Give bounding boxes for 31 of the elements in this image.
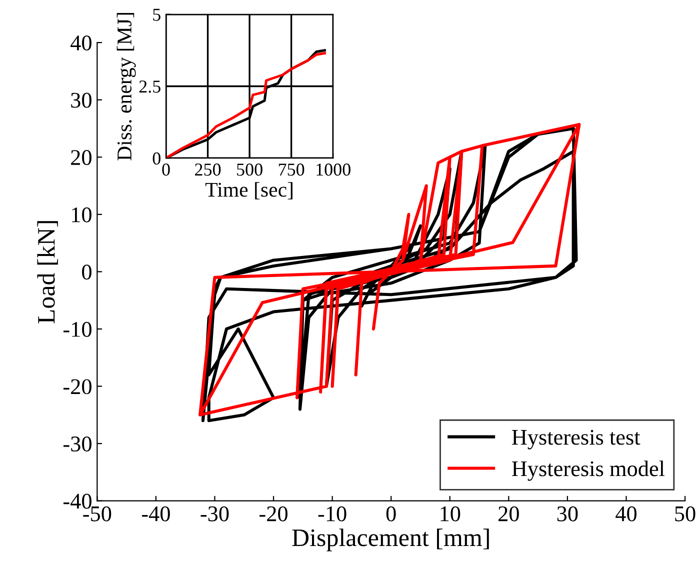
x-tick-label: 0 xyxy=(162,164,170,176)
y-axis-title: Load [kN] xyxy=(37,221,58,324)
x-tick-label: 40 xyxy=(616,506,636,522)
x-tick-label: 30 xyxy=(557,506,578,522)
x-tick-label: 1000 xyxy=(316,164,350,176)
x-tick-label: 20 xyxy=(498,506,519,522)
y-tick-label: -20 xyxy=(64,379,92,394)
y-tick-label: -10 xyxy=(64,322,92,337)
legend-label: Hysteresis test xyxy=(512,430,640,450)
y-tick-label: 0 xyxy=(82,264,92,280)
x-tick-label: 750 xyxy=(278,164,304,176)
y-axis-title: Diss. energy [MJ] xyxy=(116,13,136,160)
y-tick-label: 5 xyxy=(153,8,160,21)
x-tick-label: 0 xyxy=(386,506,396,522)
x-tick-label: 50 xyxy=(675,506,696,522)
y-tick-label: 0 xyxy=(152,152,160,165)
y-tick-label: 10 xyxy=(72,207,92,222)
x-tick-label: -20 xyxy=(260,506,288,522)
x-axis-title: Time [sec] xyxy=(205,182,292,200)
legend-label: Hysteresis model xyxy=(512,460,665,481)
x-tick-label: -30 xyxy=(200,506,229,522)
x-tick-label: 250 xyxy=(195,164,221,176)
y-tick-label: 30 xyxy=(71,92,92,108)
y-tick-label: -30 xyxy=(64,436,92,452)
y-tick-label: 20 xyxy=(71,150,92,166)
x-tick-label: 500 xyxy=(237,164,262,176)
x-tick-label: 10 xyxy=(440,506,460,522)
y-tick-label: 40 xyxy=(70,35,92,50)
x-tick-label: -10 xyxy=(318,506,346,522)
y-tick-label: 2.5 xyxy=(139,80,160,93)
x-axis-title: Displacement [mm] xyxy=(292,528,489,552)
